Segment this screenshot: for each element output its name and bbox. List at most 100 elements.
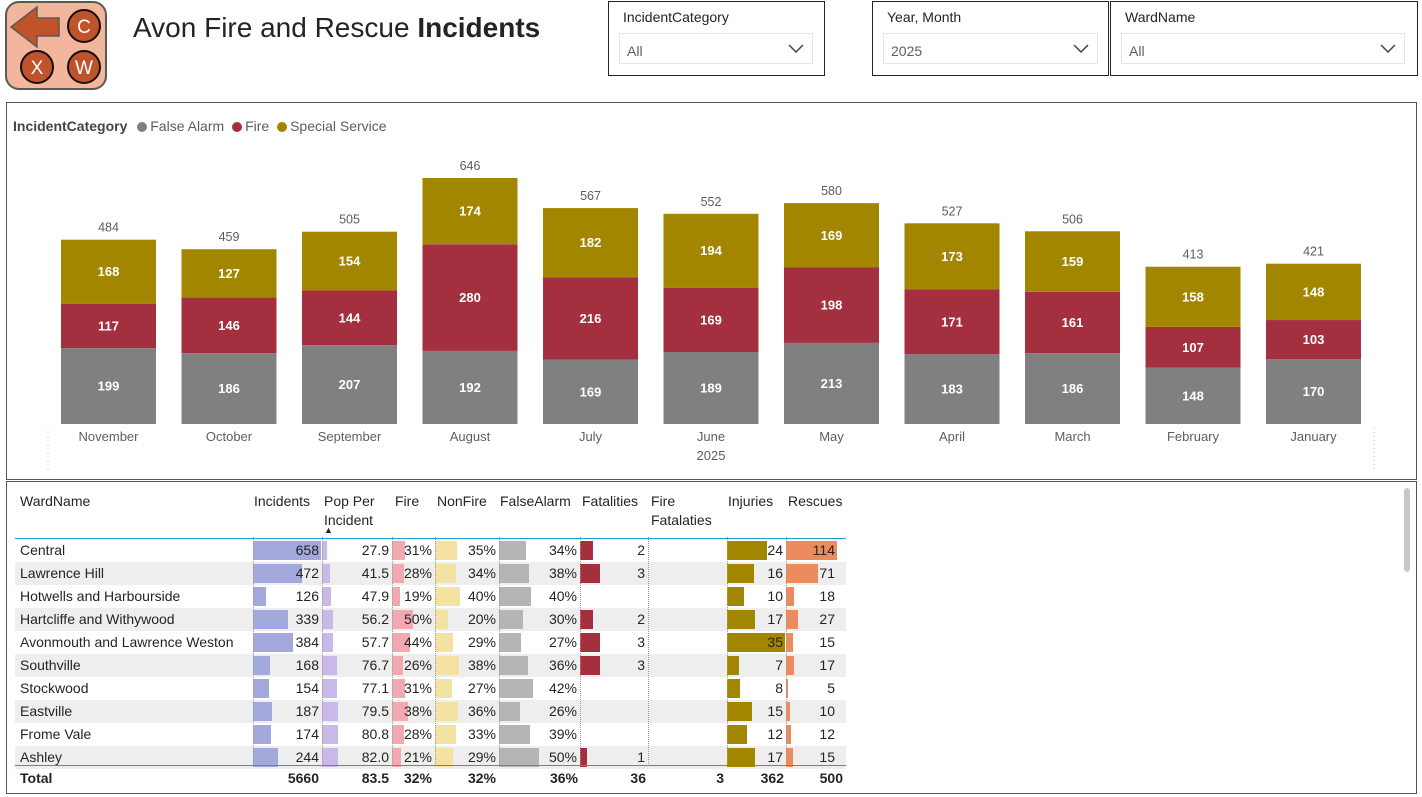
bar-false-alarm[interactable] (784, 342, 879, 424)
col-header-incidents[interactable]: Incidents (254, 493, 311, 509)
year-month-dropdown[interactable]: 2025 (883, 33, 1098, 64)
table-row[interactable]: Avonmouth and Lawrence Weston 384 57.7 44% 2… (15, 631, 846, 654)
bar-fire[interactable] (302, 290, 397, 346)
table-row[interactable]: Southville 168 76.7 26% 38% 36% 3 7 17 (15, 654, 846, 677)
col-header-fatalities[interactable]: Fatalities (582, 493, 639, 509)
nonfire-cell: 29% (435, 631, 499, 654)
table-row[interactable]: Frome Vale 174 80.8 28% 33% 39% 12 12 (15, 723, 846, 746)
bar-false-alarm[interactable] (61, 348, 156, 424)
pop-value: 41.5 (361, 565, 389, 581)
bar-special-service[interactable] (543, 208, 638, 278)
injuries-databar (727, 748, 756, 767)
fire-cell: 38% (392, 700, 435, 723)
col-header-wardname[interactable]: WardName (20, 493, 91, 509)
bar-special-service[interactable] (1025, 231, 1120, 292)
nonfire-databar (435, 564, 457, 583)
bar-fire[interactable] (904, 289, 1000, 355)
injuries-value: 12 (767, 726, 783, 742)
bar-special-service[interactable] (1145, 266, 1241, 327)
bar-false-alarm[interactable] (1025, 353, 1120, 424)
bar-data-label: 168 (98, 264, 120, 279)
falsealarm-databar (499, 610, 523, 629)
pop-value: 47.9 (361, 588, 389, 604)
rescues-cell: 114 (786, 539, 838, 562)
bar-false-alarm[interactable] (904, 354, 1000, 424)
ward-name-dropdown[interactable]: All (1121, 33, 1405, 64)
bar-false-alarm[interactable] (1266, 359, 1361, 424)
bar-fire[interactable] (1025, 291, 1120, 354)
col-header-rescues[interactable]: Rescues (788, 493, 843, 509)
bar-fire[interactable] (1266, 320, 1361, 360)
bar-fire[interactable] (181, 297, 277, 354)
table-row[interactable]: Central 658 27.9 31% 35% 34% 2 24 114 (15, 539, 846, 562)
legend-label: Fire (245, 118, 270, 134)
bar-fire[interactable] (543, 277, 638, 360)
col-header-fire-fatalities[interactable]: Fire Fatalaties (651, 493, 712, 528)
bar-special-service[interactable] (1266, 263, 1361, 321)
table-row[interactable]: Hotwells and Harbourside 126 47.9 19% 40% 40%… (15, 585, 846, 608)
incidents-cell: 187 (253, 700, 322, 723)
fire-cell: 31% (392, 539, 435, 562)
back-arrow-icon: C X W (9, 5, 101, 84)
total-rescues: 500 (819, 770, 843, 786)
legend-item-false-alarm[interactable]: False Alarm (137, 118, 224, 134)
incidents-cell: 244 (253, 746, 322, 769)
table-total-row: Total 5660 83.5 32% 32% 36% 36 3 362 500 (15, 765, 846, 789)
legend-item-special-service[interactable]: Special Service (277, 118, 387, 134)
table-row[interactable]: Ashley 244 82.0 21% 29% 50% 1 17 15 (15, 746, 846, 769)
bar-special-service[interactable] (904, 223, 1000, 290)
incidents-value: 187 (295, 703, 319, 719)
bar-data-label: 148 (1303, 284, 1325, 299)
bar-fire[interactable] (663, 287, 759, 353)
bar-fire[interactable] (784, 267, 879, 343)
bar-fire[interactable] (422, 244, 518, 351)
sort-ascending-icon[interactable]: ▲ (324, 525, 333, 535)
fire-databar (392, 656, 403, 675)
incident-category-dropdown[interactable]: All (619, 33, 813, 64)
bar-special-service[interactable] (181, 249, 277, 298)
col-header-fire[interactable]: Fire (395, 493, 420, 509)
bar-fire[interactable] (61, 303, 156, 349)
bar-false-alarm[interactable] (302, 345, 397, 424)
col-header-pop-per-incident[interactable]: Pop Per Incident (324, 493, 375, 528)
bar-false-alarm[interactable] (181, 353, 277, 424)
legend-item-fire[interactable]: Fire (232, 118, 269, 134)
table-row[interactable]: Eastville 187 79.5 38% 36% 26% 15 10 (15, 700, 846, 723)
nonfire-value: 20% (467, 611, 496, 627)
pop-value: 77.1 (361, 680, 389, 696)
table-row[interactable]: Lawrence Hill 472 41.5 28% 34% 38% 3 16 71 (15, 562, 846, 585)
rescues-value: 27 (819, 611, 835, 627)
bar-false-alarm[interactable] (422, 350, 518, 424)
legend-dot (277, 122, 288, 132)
incidents-value: 154 (295, 680, 319, 696)
col-header-injuries[interactable]: Injuries (728, 493, 774, 509)
pop-value: 27.9 (361, 542, 389, 558)
fire-value: 38% (403, 703, 432, 719)
table-row[interactable]: Stockwood 154 77.1 31% 27% 42% 8 5 (15, 677, 846, 700)
pop-cell: 80.8 (322, 723, 392, 746)
bar-special-service[interactable] (784, 203, 879, 268)
bar-special-service[interactable] (422, 178, 518, 245)
bar-special-service[interactable] (61, 239, 156, 304)
falsealarm-value: 39% (548, 726, 577, 742)
ward-name-cell: Southville (20, 657, 81, 673)
bar-false-alarm[interactable] (1145, 367, 1241, 424)
col-header-nonfire[interactable]: NonFire (437, 493, 487, 509)
bar-special-service[interactable] (302, 231, 397, 291)
col-header-falsealarm[interactable]: FalseAlarm (500, 493, 571, 509)
bar-data-label: 161 (1062, 315, 1084, 330)
bar-false-alarm[interactable] (543, 359, 638, 424)
rescues-value: 17 (819, 657, 835, 673)
table-scrollbar[interactable] (1404, 488, 1410, 572)
bar-false-alarm[interactable] (663, 352, 759, 424)
fatalities-databar (580, 541, 594, 560)
falsealarm-databar (499, 679, 533, 698)
bar-total-label: 459 (219, 230, 240, 244)
table-row[interactable]: Hartcliffe and Withywood 339 56.2 50% 20% 30%… (15, 608, 846, 631)
bar-fire[interactable] (1145, 326, 1241, 368)
column-separator (648, 537, 649, 764)
back-navigation-logo[interactable]: C X W (5, 1, 107, 90)
nonfire-databar (435, 748, 454, 767)
bar-special-service[interactable] (663, 213, 759, 288)
dropdown-value: 2025 (891, 43, 923, 59)
